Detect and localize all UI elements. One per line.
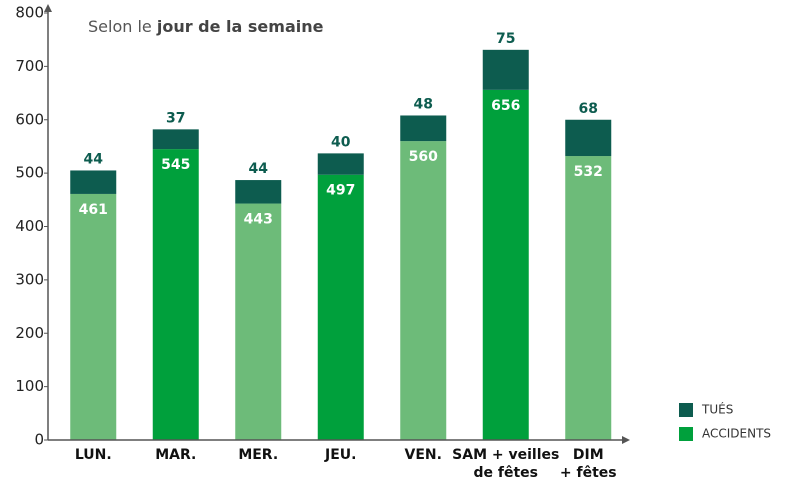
x-axis-arrow <box>622 436 630 444</box>
data-label: 560 <box>409 149 438 165</box>
y-tick-label: 700 <box>15 57 44 75</box>
bar-segment <box>152 129 199 150</box>
bar-segment <box>317 174 364 440</box>
y-tick-label: 600 <box>15 110 44 128</box>
data-label: 443 <box>244 212 273 228</box>
x-tick-label: LUN. <box>75 447 112 463</box>
y-tick-label: 800 <box>15 4 44 22</box>
x-tick-label: VEN. <box>405 447 442 463</box>
y-tick-label: 400 <box>15 217 44 235</box>
bar-segment <box>152 149 199 440</box>
bar-segment <box>482 89 529 441</box>
data-label: 75 <box>496 31 515 47</box>
bar-segment <box>70 170 117 194</box>
legend-label: ACCIDENTS <box>702 427 771 441</box>
data-label: 68 <box>579 101 598 117</box>
bar-segment <box>482 49 529 90</box>
y-tick-label: 200 <box>15 324 44 342</box>
data-label: 44 <box>84 151 104 167</box>
x-tick-label: SAM + veilles <box>452 447 559 463</box>
data-label: 497 <box>326 183 355 199</box>
y-tick-label: 300 <box>15 270 44 288</box>
data-label: 40 <box>331 134 351 150</box>
bar-segment <box>235 203 282 440</box>
x-tick-label: MAR. <box>155 447 196 463</box>
x-tick-label: + fêtes <box>560 465 617 481</box>
legend-swatch <box>679 403 693 417</box>
data-label: 44 <box>249 161 269 177</box>
x-tick-label: de fêtes <box>474 465 539 481</box>
y-tick-label: 0 <box>34 431 44 449</box>
legend-swatch <box>679 427 693 441</box>
chart-title: Selon le jour de la semaine <box>88 17 324 36</box>
title-prefix: Selon le <box>88 17 152 36</box>
y-tick-label: 500 <box>15 164 44 182</box>
y-tick-label: 100 <box>15 377 44 395</box>
title-bold: jour de la semaine <box>156 17 324 36</box>
bar-segment <box>565 156 612 441</box>
bar-segment <box>400 141 447 440</box>
bar-segment <box>565 119 612 157</box>
legend-label: TUÉS <box>701 402 733 417</box>
data-label: 532 <box>574 164 603 180</box>
y-axis-arrow <box>44 4 52 12</box>
x-tick-label: MER. <box>238 447 278 463</box>
data-label: 461 <box>79 202 108 218</box>
bar-segment <box>235 180 282 204</box>
bar-segment <box>400 115 447 142</box>
bar-segment <box>317 153 364 175</box>
data-label: 545 <box>161 157 190 173</box>
bar-segment <box>70 193 117 440</box>
x-tick-label: DIM <box>573 447 604 463</box>
data-label: 37 <box>166 110 185 126</box>
data-label: 656 <box>491 98 520 114</box>
x-tick-label: JEU. <box>324 447 356 463</box>
data-label: 48 <box>414 96 433 112</box>
